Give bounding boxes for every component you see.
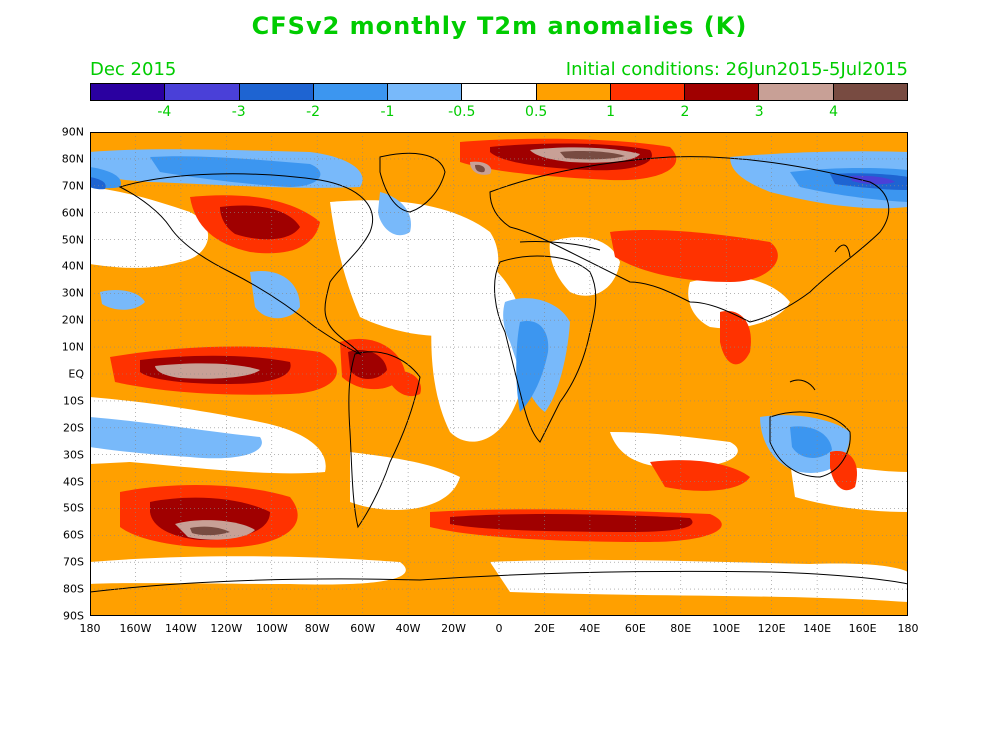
colorbar-label: -0.5 [448,104,476,120]
longitude-label: 60W [350,622,376,635]
valid-month-label: Dec 2015 [90,59,177,80]
colorbar-cell [833,84,907,100]
latitude-label: 40N [61,259,84,273]
latitude-label: 90N [61,125,84,139]
graticule [90,132,908,616]
longitude-label: 20E [533,622,555,635]
longitude-label: 0 [495,622,503,635]
map-frame [90,132,908,616]
longitude-label: 40E [579,622,601,635]
longitude-label: 80E [670,622,692,635]
colorbar-cell [610,84,686,100]
coastlines [90,152,908,593]
longitude-label: 140E [803,622,832,635]
colorbar-cell [462,84,537,100]
chart-title: CFSv2 monthly T2m anomalies (K) [251,12,748,40]
latitude-label: 70S [63,555,84,569]
extreme-warm-areas [190,151,625,536]
longitude-label: 120W [210,622,243,635]
longitude-label: 120E [757,622,786,635]
latitude-label: 80S [63,582,84,596]
anomaly-map [90,132,908,616]
longitude-label: 40W [395,622,421,635]
very-strong-cool-areas [850,175,895,185]
longitude-label: 180 [897,622,919,635]
latitude-label: 10N [61,340,84,354]
colorbar-cell [536,84,611,100]
latitude-label: 30N [61,286,84,300]
latitude-label: 80N [61,152,84,166]
colorbar-label: -1 [380,104,395,120]
latitude-label: 90S [63,609,84,623]
longitude-label: 100E [712,622,741,635]
latitude-label: 50S [63,501,84,515]
latitude-label: 70N [61,179,84,193]
longitude-label: 140W [164,622,197,635]
colorbar-cell [759,84,834,100]
colorbar-label: 0.5 [525,104,548,120]
colorbar-label: -3 [231,104,246,120]
colorbar-cell [685,84,760,100]
longitude-label: 60E [624,622,646,635]
latitude-label: 30S [63,448,84,462]
colorbar-label: -4 [157,104,172,120]
latitude-label: 60S [63,528,84,542]
longitude-label: 160E [848,622,877,635]
colorbar-cell [388,84,463,100]
longitude-label: 20W [441,622,466,635]
longitude-label: 160W [119,622,152,635]
colorbar-labels: -4 -3 -2 -1 -0.5 0.5 1 2 3 4 [90,104,908,120]
colorbar-cell [165,84,240,100]
latitude-label: 60N [61,206,84,220]
very-strong-warm-areas [155,147,640,540]
latitude-label: 10S [63,394,84,408]
colorbar-label: 2 [680,104,690,120]
longitude-label: 180 [79,622,101,635]
colorbar [90,83,908,101]
colorbar-label: 3 [754,104,764,120]
colorbar-cell [313,84,389,100]
latitude-label: 40S [63,475,84,489]
longitude-label: 100W [255,622,288,635]
initial-conditions-label: Initial conditions: 26Jun2015-5Jul2015 [565,59,908,80]
colorbar-label: -2 [306,104,321,120]
colorbar-label: 4 [829,104,839,120]
colorbar-cell [239,84,314,100]
longitude-label: 80W [304,622,330,635]
latitude-label: 20N [61,313,84,327]
latitude-label: 50N [61,233,84,247]
latitude-label: EQ [68,367,84,381]
colorbar-cell [91,84,166,100]
latitude-label: 20S [63,421,84,435]
colorbar-label: 1 [606,104,615,120]
